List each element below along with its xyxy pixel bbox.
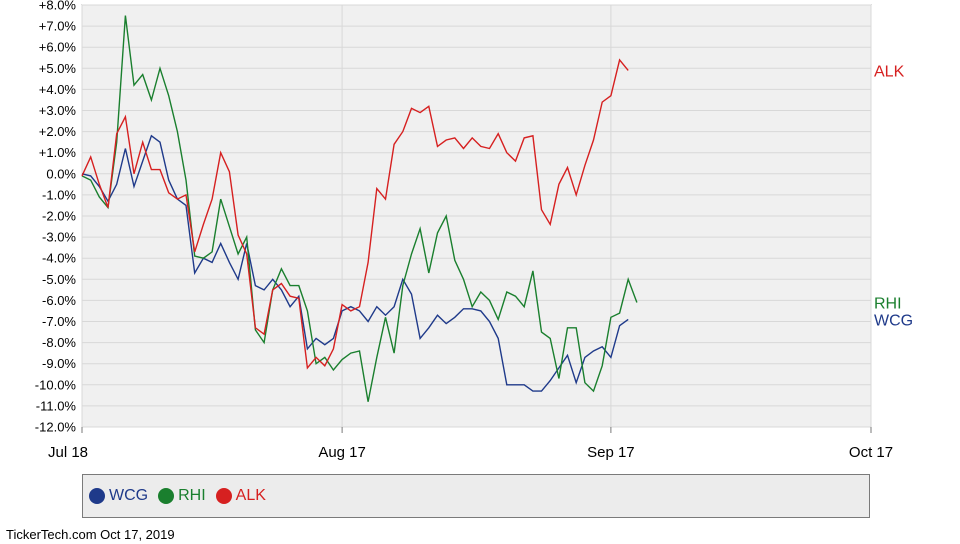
y-tick-label: +8.0% [39, 0, 77, 13]
y-tick-label: +6.0% [39, 40, 77, 55]
y-tick-label: +4.0% [39, 82, 77, 97]
legend: WCG RHI ALK [82, 474, 870, 518]
legend-item-alk: ALK [215, 487, 266, 505]
y-tick-label: +2.0% [39, 124, 77, 139]
x-tick-label: Oct 17 [849, 444, 893, 461]
legend-label-wcg: WCG [109, 487, 149, 504]
y-tick-label: -8.0% [42, 335, 76, 350]
end-label-wcg: WCG [874, 312, 913, 329]
legend-label-rhi: RHI [178, 487, 206, 504]
y-tick-label: -1.0% [42, 187, 76, 202]
legend-dot-wcg [89, 488, 105, 504]
y-tick-label: -3.0% [42, 230, 76, 245]
y-tick-label: -5.0% [42, 272, 76, 287]
y-tick-label: -6.0% [42, 293, 76, 308]
series-lines [81, 15, 638, 402]
y-tick-label: +7.0% [39, 19, 77, 34]
y-tick-label: -4.0% [42, 251, 76, 266]
y-axis-ticks: +8.0% +7.0% +6.0% +5.0% +4.0% +3.0% +2.0% +1.0%… [35, 0, 77, 435]
y-tick-label: 0.0% [46, 166, 76, 181]
y-tick-label: -12.0% [35, 420, 77, 435]
legend-dot-rhi [158, 488, 175, 504]
y-tick-label: -2.0% [42, 209, 76, 224]
legend-label-alk: ALK [235, 487, 266, 504]
x-axis-ticks: Jul 18 Aug 17 Sep 17 Oct 17 [48, 427, 893, 461]
series-line-alk [81, 58, 629, 370]
grid-lines [81, 4, 872, 428]
legend-dot-alk [215, 488, 232, 504]
y-tick-label: -9.0% [42, 356, 76, 371]
x-tick-label: Aug 17 [318, 444, 366, 461]
y-tick-label: +5.0% [39, 61, 77, 76]
y-tick-label: -11.0% [36, 398, 77, 413]
y-tick-label: +3.0% [39, 103, 77, 118]
end-label-alk: ALK [874, 63, 905, 80]
series-line-rhi [81, 15, 638, 402]
y-tick-label: +1.0% [39, 145, 77, 160]
line-chart: +8.0% +7.0% +6.0% +5.0% +4.0% +3.0% +2.0% +1.0%… [35, 0, 913, 461]
legend-item-rhi: RHI [158, 487, 206, 505]
footer-source: TickerTech.com Oct 17, 2019 [6, 527, 175, 542]
x-tick-label: Jul 18 [48, 444, 88, 461]
y-tick-label: -10.0% [35, 377, 77, 392]
y-tick-label: -7.0% [42, 314, 76, 329]
x-tick-label: Sep 17 [587, 444, 635, 461]
end-label-rhi: RHI [874, 296, 902, 313]
legend-item-wcg: WCG [89, 487, 148, 505]
